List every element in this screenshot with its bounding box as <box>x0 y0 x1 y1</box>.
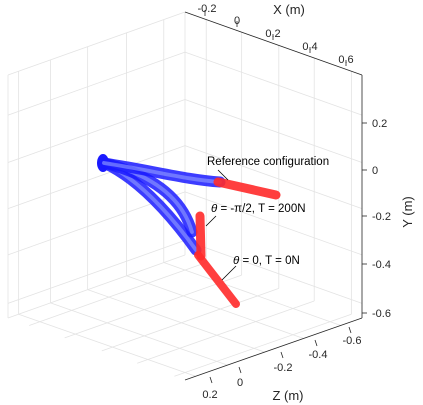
grid-line <box>7 240 186 304</box>
z-tick-mark <box>209 376 213 384</box>
annotation-reference-configuration: Reference configuration <box>207 156 329 168</box>
annotation-theta-zero: θ = 0, T = 0N <box>233 255 300 267</box>
y-axis-label: Y (m) <box>400 196 415 228</box>
axes-box <box>184 11 363 381</box>
grid-line <box>184 191 363 256</box>
z-axis-line <box>184 317 363 381</box>
y-tick-label: -0.6 <box>372 308 391 320</box>
z-tick-mark <box>314 339 318 347</box>
grid-line <box>50 302 228 366</box>
z-tick-mark <box>348 326 352 334</box>
annotation-leader-theta-neg-pi-2 <box>205 215 217 227</box>
grid-line <box>163 262 341 326</box>
annotation-theta-symbol: θ <box>233 255 240 267</box>
grid-line <box>29 262 207 326</box>
grid-line <box>7 99 186 163</box>
annotation-leader-reference <box>217 169 229 181</box>
z-tick-mark <box>238 366 242 374</box>
grid-line <box>101 288 279 352</box>
y-tick-label: 0.2 <box>372 118 387 130</box>
end-link-theta-0 <box>194 251 240 308</box>
grid-line <box>7 51 186 116</box>
x-tick-label: 0 <box>234 15 240 27</box>
z-tick-label: 0.2 <box>202 389 217 401</box>
z-tick-label: 0 <box>237 377 243 389</box>
end-link-reference <box>213 177 281 200</box>
grid-line <box>7 11 186 76</box>
tick-marks <box>204 10 367 384</box>
grid-line <box>18 313 196 377</box>
continuum-segment-reference-highlight <box>102 161 222 184</box>
grid-line <box>137 300 315 364</box>
x-tick-label: 0.4 <box>302 41 317 53</box>
z-tick-label: -0.2 <box>274 362 293 374</box>
x-tick-label: 0.6 <box>338 54 353 66</box>
x-tick-label: 0.2 <box>265 28 280 40</box>
x-axis-label: X (m) <box>273 2 305 17</box>
grid-line <box>87 289 265 353</box>
grid-line <box>174 313 352 377</box>
grid-line <box>184 99 363 163</box>
annotation-theta-neg-pi-over-2-text: = -π/2, T = 200N <box>217 203 305 215</box>
annotation-theta-neg-pi-over-2: θ = -π/2, T = 200N <box>211 203 306 215</box>
grid-line <box>126 275 304 339</box>
y-tick-label: 0 <box>372 165 378 177</box>
x-axis-line <box>184 11 363 76</box>
end-link-theta-neg-pi-2 <box>195 211 206 261</box>
grid-line <box>184 51 363 116</box>
y-tick-label: -0.4 <box>372 259 391 271</box>
z-tick-label: -0.4 <box>309 349 328 361</box>
grid-line <box>7 145 186 210</box>
grid-line <box>64 274 242 339</box>
annotation-theta-symbol: θ <box>211 203 218 215</box>
grid-line <box>7 254 186 319</box>
grid-lines <box>7 11 363 377</box>
annotation-theta-zero-text: = 0, T = 0N <box>239 255 300 267</box>
annotation-leader-theta-0 <box>221 265 237 281</box>
grid-line <box>184 145 363 210</box>
z-axis-label: Z (m) <box>272 388 303 403</box>
x-tick-label: -0.2 <box>198 3 217 15</box>
grid-line <box>184 240 363 304</box>
robot-drawing <box>97 154 281 308</box>
z-tick-label: -0.6 <box>343 335 362 347</box>
z-tick-mark <box>280 351 284 359</box>
y-tick-label: -0.2 <box>372 211 391 223</box>
